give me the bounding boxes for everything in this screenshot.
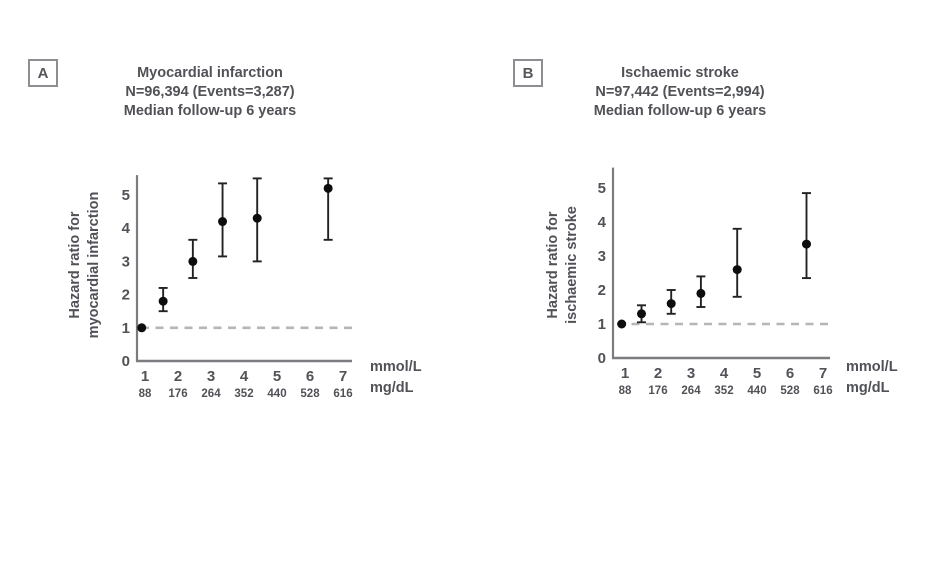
svg-text:4: 4 — [720, 365, 729, 382]
svg-text:528: 528 — [780, 385, 800, 397]
svg-text:264: 264 — [681, 385, 701, 397]
panel-b-subtitle-followup: Median follow-up 6 years — [593, 103, 767, 119]
panel-b-unit-mmol: mmol/L — [846, 359, 898, 375]
panel-a-title-block: Myocardial infarction N=96,394 (Events=3… — [75, 64, 345, 121]
panel-a-ylabel-line1: Hazard ratio for — [67, 211, 83, 319]
panel-b-title: Ischaemic stroke — [621, 65, 739, 81]
svg-text:440: 440 — [747, 385, 766, 397]
svg-text:4: 4 — [240, 368, 249, 385]
panel-b-ylabel-line2: ischaemic stroke — [564, 206, 580, 324]
svg-text:7: 7 — [819, 365, 827, 382]
svg-text:3: 3 — [207, 368, 215, 385]
svg-text:7: 7 — [339, 368, 347, 385]
svg-text:528: 528 — [300, 388, 320, 400]
panel-a-letter-box: A — [28, 59, 58, 87]
svg-text:2: 2 — [598, 282, 606, 299]
svg-text:4: 4 — [122, 220, 131, 237]
svg-text:3: 3 — [598, 248, 606, 265]
svg-text:1: 1 — [621, 365, 629, 382]
svg-text:5: 5 — [122, 187, 130, 204]
svg-text:88: 88 — [139, 388, 152, 400]
panel-b-unit-mgdl: mg/dL — [846, 380, 890, 396]
svg-text:6: 6 — [786, 365, 794, 382]
panel-b-title-block: Ischaemic stroke N=97,442 (Events=2,994)… — [545, 64, 815, 121]
svg-text:88: 88 — [619, 385, 632, 397]
svg-text:176: 176 — [648, 385, 667, 397]
svg-text:1: 1 — [122, 320, 130, 337]
panel-a-ylabel-line2: myocardial infarction — [86, 191, 102, 339]
svg-text:5: 5 — [753, 365, 761, 382]
svg-text:440: 440 — [267, 388, 286, 400]
svg-text:352: 352 — [714, 385, 733, 397]
svg-text:616: 616 — [333, 388, 352, 400]
panel-b-y-axis-label: Hazard ratio for ischaemic stroke — [544, 165, 582, 365]
panel-b-letter-box: B — [513, 59, 543, 87]
panel-b-subtitle-n: N=97,442 (Events=2,994) — [595, 84, 765, 100]
svg-text:2: 2 — [174, 368, 182, 385]
svg-text:2: 2 — [654, 365, 662, 382]
svg-text:2: 2 — [122, 287, 130, 304]
svg-text:6: 6 — [306, 368, 314, 385]
svg-text:0: 0 — [598, 350, 606, 367]
panel-a-title: Myocardial infarction — [137, 65, 283, 81]
panel-b-letter: B — [522, 64, 534, 82]
svg-text:5: 5 — [273, 368, 281, 385]
svg-text:176: 176 — [168, 388, 187, 400]
svg-text:4: 4 — [598, 214, 607, 231]
panel-b-ylabel-line1: Hazard ratio for — [545, 211, 561, 319]
svg-text:264: 264 — [201, 388, 221, 400]
svg-text:5: 5 — [598, 180, 606, 197]
svg-text:1: 1 — [141, 368, 149, 385]
panel-a-subtitle-followup: Median follow-up 6 years — [123, 103, 297, 119]
svg-text:616: 616 — [813, 385, 832, 397]
svg-text:3: 3 — [687, 365, 695, 382]
svg-text:352: 352 — [234, 388, 253, 400]
panel-a-unit-mgdl: mg/dL — [370, 380, 414, 396]
panel-a-unit-mmol: mmol/L — [370, 359, 422, 375]
panel-a-y-axis-label: Hazard ratio for myocardial infarction — [66, 165, 104, 365]
svg-text:0: 0 — [122, 353, 130, 370]
svg-text:1: 1 — [598, 316, 606, 333]
panel-a-subtitle-n: N=96,394 (Events=3,287) — [125, 84, 295, 100]
panel-a-letter: A — [37, 64, 49, 82]
svg-text:3: 3 — [122, 253, 130, 270]
